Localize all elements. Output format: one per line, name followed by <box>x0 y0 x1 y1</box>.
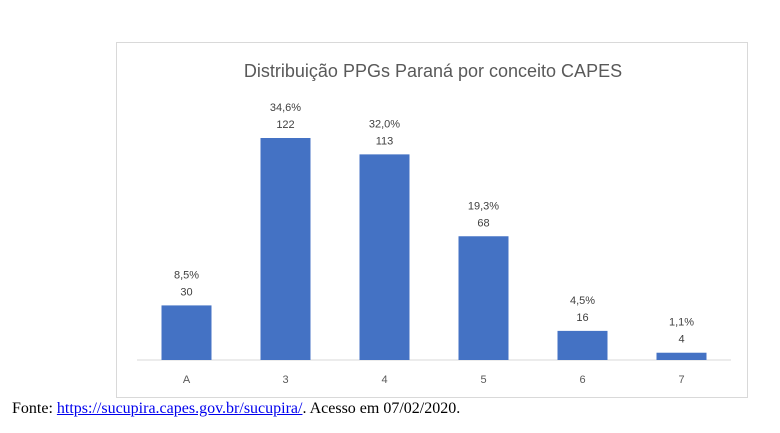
source-link[interactable]: https://sucupira.capes.gov.br/sucupira/ <box>56 400 303 417</box>
x-tick-3: 3 <box>282 374 288 386</box>
value-label-3: 122 <box>276 119 294 131</box>
bar-A <box>161 305 212 360</box>
value-label-6: 16 <box>576 312 588 324</box>
bar-3 <box>260 138 311 360</box>
bar-4 <box>359 154 410 360</box>
bar-7 <box>656 352 707 360</box>
source-suffix: . Acesso em 07/02/2020. <box>302 400 461 417</box>
bar-chart: Distribuição PPGs Paraná por conceito CA… <box>137 61 731 386</box>
percent-label-A: 8,5% <box>174 269 199 281</box>
bars-layer <box>161 138 707 360</box>
chart-container: Distribuição PPGs Paraná por conceito CA… <box>116 42 748 398</box>
source-caption: Fonte: https://sucupira.capes.gov.br/suc… <box>12 400 772 418</box>
x-tick-6: 6 <box>579 374 585 386</box>
x-tick-5: 5 <box>480 374 486 386</box>
value-label-A: 30 <box>180 286 192 298</box>
value-label-5: 68 <box>477 217 489 229</box>
percent-label-7: 1,1% <box>669 317 694 329</box>
x-tick-7: 7 <box>678 374 684 386</box>
percent-label-5: 19,3% <box>468 200 499 212</box>
data-labels-layer: 8,5% 30 34,6% 122 32,0% 113 19,3% 68 4,5% 16 1,1% 4 <box>174 102 694 346</box>
percent-label-4: 32,0% <box>369 118 400 130</box>
x-tick-labels-layer: A 3 4 5 6 7 <box>183 374 685 386</box>
percent-label-3: 34,6% <box>270 102 301 114</box>
bar-6 <box>557 330 608 360</box>
value-label-4: 113 <box>376 135 394 147</box>
bar-5 <box>458 236 509 360</box>
source-prefix: Fonte: <box>12 400 57 417</box>
chart-title: Distribuição PPGs Paraná por conceito CA… <box>244 61 622 81</box>
percent-label-6: 4,5% <box>570 295 595 307</box>
value-label-7: 4 <box>678 334 684 346</box>
x-tick-4: 4 <box>381 374 387 386</box>
x-tick-A: A <box>183 374 191 386</box>
